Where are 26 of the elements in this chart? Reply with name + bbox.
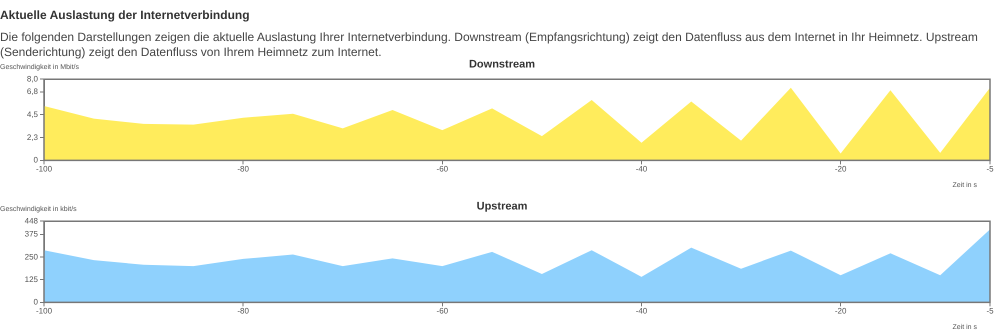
chart-title: Upstream [476,200,528,213]
x-tick-label: -20 [834,164,847,174]
x-tick-label: -20 [834,306,847,316]
x-tick-label: -60 [436,164,449,174]
y-tick-label: 375 [24,230,39,239]
x-tick-label: -80 [237,306,250,316]
text: Die folgenden Darstellungen zeigen die aktuelle Auslastung Ihrer Internetverbindung. Downstream (Empfangsrichtung) zeigt den Datenfluss aus dem Internet in Ihr Heimnetz. Upstream (Senderichtung) zeigt den Datenfluss von Ihrem Heimnetz zum Internet. [0,30,979,60]
y-tick-label: 2,3 [26,132,39,142]
y-tick-label: 6,8 [26,87,39,96]
y-tick-label: 448 [24,216,39,226]
x-tick-label: -60 [436,306,449,316]
x-tick-label: -40 [636,306,648,316]
y-tick-label: 4,5 [26,110,39,119]
y-tick-label: 0 [34,156,39,165]
y-tick-label: 8,0 [26,74,39,84]
text: Aktuelle Auslastung der Internetverbindung [0,8,251,22]
x-tick-label: -5 [986,164,994,174]
x-tick-label: -40 [636,164,648,174]
x-tick-label: -5 [986,306,994,316]
y-tick-label: 250 [24,252,39,262]
x-tick-label: -100 [36,164,53,174]
x-tick-label: -100 [36,306,53,316]
y-tick-label: 125 [24,274,39,284]
y-tick-label: 0 [34,298,39,307]
x-tick-label: -80 [237,164,250,174]
chart-title: Downstream [468,58,536,71]
